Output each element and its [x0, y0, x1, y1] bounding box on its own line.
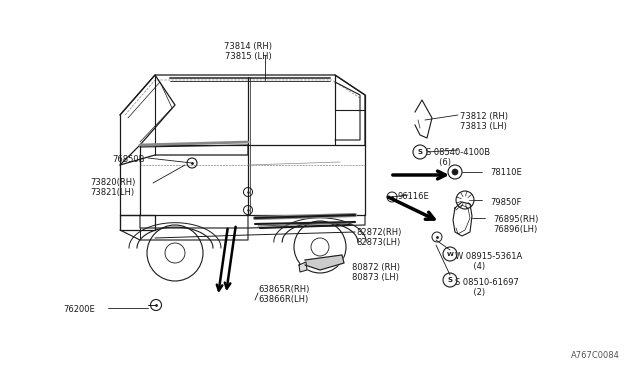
- Text: 79850F: 79850F: [490, 198, 522, 207]
- Text: 76895(RH)
76896(LH): 76895(RH) 76896(LH): [493, 215, 538, 234]
- Text: W: W: [447, 251, 453, 257]
- Text: 82872(RH)
82873(LH): 82872(RH) 82873(LH): [356, 228, 401, 247]
- Polygon shape: [299, 262, 307, 272]
- Text: 80872 (RH)
80873 (LH): 80872 (RH) 80873 (LH): [352, 263, 400, 282]
- Text: 96116E: 96116E: [398, 192, 429, 201]
- Text: 73814 (RH)
73815 (LH): 73814 (RH) 73815 (LH): [224, 42, 272, 61]
- Text: 73812 (RH)
73813 (LH): 73812 (RH) 73813 (LH): [460, 112, 508, 131]
- Text: 78110E: 78110E: [490, 168, 522, 177]
- Text: 73820(RH)
73821(LH): 73820(RH) 73821(LH): [90, 178, 136, 198]
- Text: 76200E: 76200E: [63, 305, 95, 314]
- Text: S: S: [447, 277, 452, 283]
- Text: 76850B: 76850B: [112, 155, 145, 164]
- Text: S 08510-61697
       (2): S 08510-61697 (2): [455, 278, 519, 297]
- Text: S 08540-4100B
     (6): S 08540-4100B (6): [426, 148, 490, 167]
- Text: 63865R(RH)
63866R(LH): 63865R(RH) 63866R(LH): [258, 285, 309, 304]
- Circle shape: [452, 169, 458, 175]
- Polygon shape: [305, 255, 344, 270]
- Text: S: S: [417, 149, 422, 155]
- Text: A767C0084: A767C0084: [571, 351, 620, 360]
- Text: W 08915-5361A
       (4): W 08915-5361A (4): [455, 252, 522, 272]
